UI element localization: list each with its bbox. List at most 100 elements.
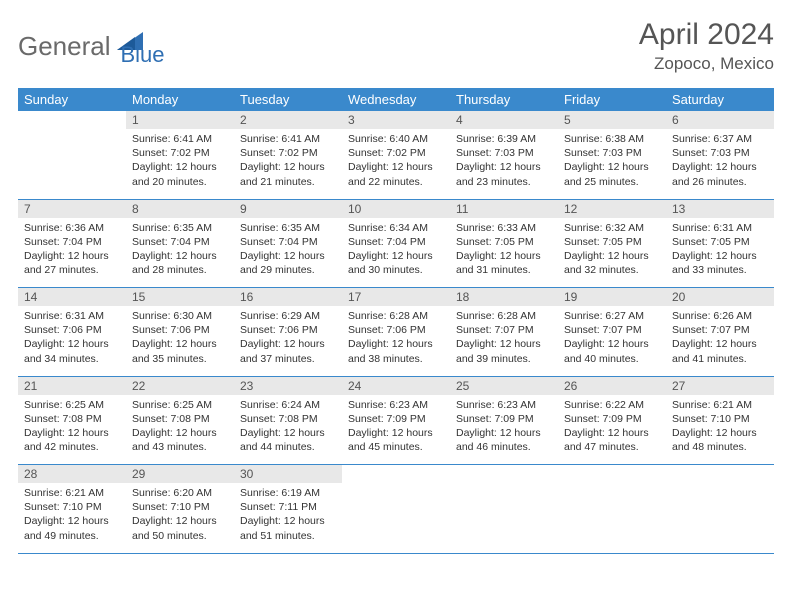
day-number: 22: [126, 376, 234, 395]
day-cell-line: Sunset: 7:11 PM: [240, 500, 336, 514]
weekday-header: Saturday: [666, 88, 774, 111]
day-cell-line: Daylight: 12 hours and 42 minutes.: [24, 426, 120, 454]
day-cell-line: Daylight: 12 hours and 30 minutes.: [348, 249, 444, 277]
day-number: 24: [342, 376, 450, 395]
day-cell-line: Daylight: 12 hours and 49 minutes.: [24, 514, 120, 542]
day-cell-line: Sunrise: 6:36 AM: [24, 221, 120, 235]
day-cell-line: Daylight: 12 hours and 40 minutes.: [564, 337, 660, 365]
day-number: 16: [234, 288, 342, 307]
weekday-header: Sunday: [18, 88, 126, 111]
day-cell-line: Daylight: 12 hours and 34 minutes.: [24, 337, 120, 365]
weekday-header: Thursday: [450, 88, 558, 111]
day-number: 9: [234, 199, 342, 218]
day-cell-line: Daylight: 12 hours and 23 minutes.: [456, 160, 552, 188]
day-cell-line: Sunset: 7:10 PM: [24, 500, 120, 514]
day-number: 11: [450, 199, 558, 218]
day-cell-line: Sunrise: 6:26 AM: [672, 309, 768, 323]
day-cell-line: Sunrise: 6:40 AM: [348, 132, 444, 146]
calendar-table: Sunday Monday Tuesday Wednesday Thursday…: [18, 88, 774, 554]
day-cell-line: Sunset: 7:04 PM: [132, 235, 228, 249]
day-number: 20: [666, 288, 774, 307]
day-cell: [342, 483, 450, 553]
day-cell: Sunrise: 6:36 AMSunset: 7:04 PMDaylight:…: [18, 218, 126, 288]
day-cell-line: Sunset: 7:05 PM: [456, 235, 552, 249]
day-number: 5: [558, 111, 666, 129]
day-cell-line: Sunset: 7:06 PM: [132, 323, 228, 337]
day-cell: [18, 129, 126, 199]
day-cell: Sunrise: 6:31 AMSunset: 7:05 PMDaylight:…: [666, 218, 774, 288]
day-cell-line: Sunset: 7:09 PM: [456, 412, 552, 426]
day-cell: Sunrise: 6:23 AMSunset: 7:09 PMDaylight:…: [342, 395, 450, 465]
day-cell-line: Sunrise: 6:21 AM: [672, 398, 768, 412]
day-number: [18, 111, 126, 129]
day-number: 2: [234, 111, 342, 129]
day-cell-line: Sunset: 7:03 PM: [672, 146, 768, 160]
day-number: 25: [450, 376, 558, 395]
day-cell-line: Sunrise: 6:29 AM: [240, 309, 336, 323]
day-cell: Sunrise: 6:25 AMSunset: 7:08 PMDaylight:…: [18, 395, 126, 465]
day-number: 23: [234, 376, 342, 395]
day-content-row: Sunrise: 6:25 AMSunset: 7:08 PMDaylight:…: [18, 395, 774, 465]
day-number: 29: [126, 465, 234, 484]
day-number: 1: [126, 111, 234, 129]
day-cell: [666, 483, 774, 553]
day-cell-line: Daylight: 12 hours and 25 minutes.: [564, 160, 660, 188]
day-cell-line: Sunrise: 6:24 AM: [240, 398, 336, 412]
day-cell: Sunrise: 6:31 AMSunset: 7:06 PMDaylight:…: [18, 306, 126, 376]
day-cell-line: Daylight: 12 hours and 51 minutes.: [240, 514, 336, 542]
day-cell-line: Sunrise: 6:41 AM: [240, 132, 336, 146]
day-cell-line: Sunset: 7:08 PM: [24, 412, 120, 426]
day-number: 30: [234, 465, 342, 484]
day-cell-line: Sunrise: 6:32 AM: [564, 221, 660, 235]
day-cell-line: Sunset: 7:05 PM: [564, 235, 660, 249]
day-number: 4: [450, 111, 558, 129]
day-cell-line: Daylight: 12 hours and 45 minutes.: [348, 426, 444, 454]
day-number: 14: [18, 288, 126, 307]
day-cell-line: Sunset: 7:04 PM: [24, 235, 120, 249]
day-cell-line: Daylight: 12 hours and 46 minutes.: [456, 426, 552, 454]
day-cell-line: Sunrise: 6:21 AM: [24, 486, 120, 500]
day-cell: Sunrise: 6:35 AMSunset: 7:04 PMDaylight:…: [126, 218, 234, 288]
day-cell: Sunrise: 6:38 AMSunset: 7:03 PMDaylight:…: [558, 129, 666, 199]
day-cell: Sunrise: 6:39 AMSunset: 7:03 PMDaylight:…: [450, 129, 558, 199]
day-number: [342, 465, 450, 484]
day-cell-line: Sunset: 7:06 PM: [240, 323, 336, 337]
day-cell-line: Sunset: 7:02 PM: [348, 146, 444, 160]
day-cell-line: Daylight: 12 hours and 26 minutes.: [672, 160, 768, 188]
day-cell-line: Sunrise: 6:35 AM: [240, 221, 336, 235]
day-cell-line: Sunset: 7:09 PM: [564, 412, 660, 426]
day-cell-line: Daylight: 12 hours and 43 minutes.: [132, 426, 228, 454]
day-cell-line: Sunrise: 6:31 AM: [24, 309, 120, 323]
day-cell-line: Sunrise: 6:30 AM: [132, 309, 228, 323]
weekday-header: Friday: [558, 88, 666, 111]
day-number: 19: [558, 288, 666, 307]
day-cell-line: Daylight: 12 hours and 41 minutes.: [672, 337, 768, 365]
day-cell-line: Sunset: 7:06 PM: [348, 323, 444, 337]
day-cell: Sunrise: 6:37 AMSunset: 7:03 PMDaylight:…: [666, 129, 774, 199]
weekday-header: Tuesday: [234, 88, 342, 111]
page-title: April 2024: [639, 18, 774, 52]
day-number: [558, 465, 666, 484]
day-number: 17: [342, 288, 450, 307]
day-cell: Sunrise: 6:28 AMSunset: 7:07 PMDaylight:…: [450, 306, 558, 376]
day-cell: Sunrise: 6:27 AMSunset: 7:07 PMDaylight:…: [558, 306, 666, 376]
day-number: 28: [18, 465, 126, 484]
day-number: 3: [342, 111, 450, 129]
day-number: [450, 465, 558, 484]
weekday-header: Monday: [126, 88, 234, 111]
day-cell-line: Daylight: 12 hours and 50 minutes.: [132, 514, 228, 542]
day-cell-line: Sunrise: 6:35 AM: [132, 221, 228, 235]
day-number-row: 282930: [18, 465, 774, 484]
day-cell-line: Sunset: 7:03 PM: [564, 146, 660, 160]
day-cell-line: Daylight: 12 hours and 38 minutes.: [348, 337, 444, 365]
day-cell: Sunrise: 6:25 AMSunset: 7:08 PMDaylight:…: [126, 395, 234, 465]
day-cell: Sunrise: 6:34 AMSunset: 7:04 PMDaylight:…: [342, 218, 450, 288]
weekday-header-row: Sunday Monday Tuesday Wednesday Thursday…: [18, 88, 774, 111]
day-cell: Sunrise: 6:22 AMSunset: 7:09 PMDaylight:…: [558, 395, 666, 465]
day-cell-line: Sunset: 7:03 PM: [456, 146, 552, 160]
day-number: 21: [18, 376, 126, 395]
day-cell-line: Sunrise: 6:34 AM: [348, 221, 444, 235]
day-cell: Sunrise: 6:35 AMSunset: 7:04 PMDaylight:…: [234, 218, 342, 288]
day-cell-line: Daylight: 12 hours and 37 minutes.: [240, 337, 336, 365]
location-label: Zopoco, Mexico: [639, 54, 774, 74]
